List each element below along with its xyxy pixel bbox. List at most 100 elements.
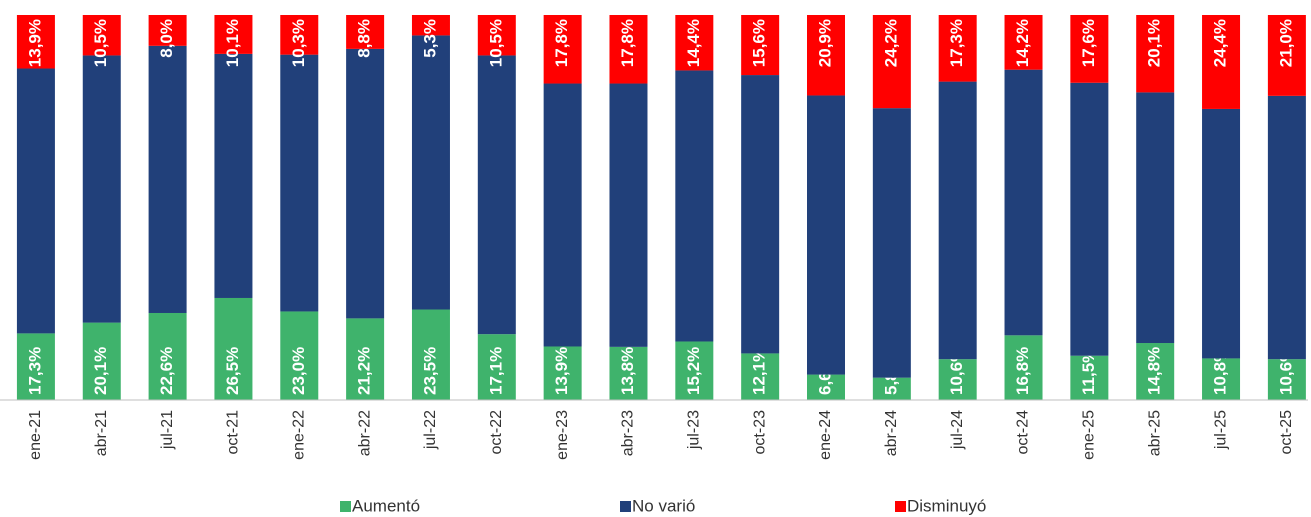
bar-segment [214, 53, 253, 298]
value-label: 13,8% [618, 347, 637, 395]
bar-segment [609, 15, 648, 84]
value-label: 15,2% [684, 347, 703, 395]
legend-swatch [340, 501, 351, 512]
bar-segment [938, 15, 977, 82]
bar-segment [16, 68, 55, 334]
value-label: 16,8% [1013, 347, 1032, 395]
bar-segment [411, 15, 450, 36]
bar-segment [1202, 15, 1241, 109]
value-label: 26,5% [223, 347, 242, 395]
value-label: 14,2% [1013, 19, 1032, 67]
bar-segment [214, 15, 253, 54]
value-label: 17,3% [25, 347, 44, 395]
bar-segment [872, 377, 911, 400]
value-label: 12,1% [750, 347, 769, 395]
value-label: 20,9% [815, 19, 834, 67]
bar-segment [411, 309, 450, 400]
bar-segment [1202, 358, 1241, 400]
bar-segment [807, 15, 845, 96]
bar-segment [82, 322, 121, 400]
bar-segment [16, 15, 55, 69]
x-tick-label: ene-22 [290, 410, 307, 460]
x-tick-label: abr-25 [1146, 410, 1163, 456]
value-label: 17,3% [947, 19, 966, 67]
bar-segment [1136, 92, 1175, 344]
value-label: 10,5% [91, 19, 110, 67]
bar-segment [148, 15, 187, 46]
x-tick-label: abr-24 [883, 410, 900, 456]
value-label: 17,6% [1079, 19, 1098, 67]
bar-segment [675, 341, 714, 400]
bar-segment [543, 15, 582, 84]
value-label: 8,8% [355, 19, 374, 58]
bar-segment [411, 35, 450, 310]
x-tick-label: jul-24 [949, 410, 966, 450]
x-tick-label: oct-25 [1278, 410, 1295, 455]
value-label: 23,5% [420, 347, 439, 395]
value-label: 10,3% [289, 19, 308, 67]
legend-swatch [895, 501, 906, 512]
legend-label: Aumentó [352, 496, 420, 515]
bar-segment [477, 55, 516, 335]
bar-segment [1004, 335, 1043, 400]
value-label: 24,4% [1211, 19, 1230, 67]
bar-segment [609, 346, 648, 400]
bar-segment [1136, 15, 1175, 93]
bar-segment [1070, 82, 1109, 356]
legend-label: Disminuyó [907, 496, 986, 515]
bar-segment [741, 15, 780, 76]
bar-segment [280, 54, 319, 312]
bar-segment [214, 297, 253, 400]
legend-swatch [620, 501, 631, 512]
bar-segment [807, 95, 845, 375]
value-label: 21,0% [1276, 19, 1295, 67]
bar-segment [938, 359, 977, 400]
value-label: 15,6% [750, 19, 769, 67]
value-label: 20,1% [91, 347, 110, 395]
value-label: 5,3% [420, 19, 439, 58]
bar-segment [1267, 95, 1306, 360]
x-tick-label: ene-25 [1081, 410, 1098, 460]
value-label: 11,5% [1079, 348, 1098, 395]
bar-segment [675, 15, 714, 71]
x-tick-label: ene-21 [27, 410, 44, 460]
bar-segment [1004, 69, 1043, 336]
value-label: 17,8% [618, 19, 637, 67]
value-label: 10,5% [486, 19, 505, 67]
bar-segment [1004, 15, 1043, 70]
bar-segment [346, 48, 385, 319]
bar-segment [1070, 355, 1109, 400]
bar-segment [1267, 359, 1306, 400]
bar-segment [675, 70, 714, 342]
value-label: 22,6% [157, 347, 176, 395]
value-label: 17,8% [552, 19, 571, 67]
bar-segment [741, 75, 780, 354]
x-tick-label: oct-23 [751, 410, 768, 455]
value-label: 17,1% [486, 347, 505, 395]
bar-segment [543, 83, 582, 347]
value-label: 13,9% [25, 19, 44, 67]
bar-segment [1136, 343, 1175, 400]
value-label: 13,9% [552, 347, 571, 395]
value-label: 10,1% [223, 19, 242, 67]
bar-segment [280, 311, 319, 400]
bar-segment [807, 374, 845, 400]
x-tick-label: oct-24 [1015, 410, 1032, 455]
x-tick-label: jul-22 [422, 410, 439, 450]
bar-segment [148, 45, 187, 313]
value-label: 14,4% [684, 19, 703, 67]
x-tick-label: abr-23 [620, 410, 637, 456]
bar-segment [741, 353, 780, 400]
bar-segment [477, 15, 516, 56]
bar-segment [1267, 15, 1306, 96]
bar-segment [938, 81, 977, 360]
bar-segment [346, 15, 385, 49]
bar-segment [1070, 15, 1109, 83]
bar-segment [477, 334, 516, 400]
bar-segment [82, 55, 121, 323]
bar-segment [609, 83, 648, 347]
x-tick-label: abr-21 [93, 410, 110, 456]
x-tick-label: ene-23 [554, 410, 571, 460]
x-tick-label: jul-23 [686, 410, 703, 450]
